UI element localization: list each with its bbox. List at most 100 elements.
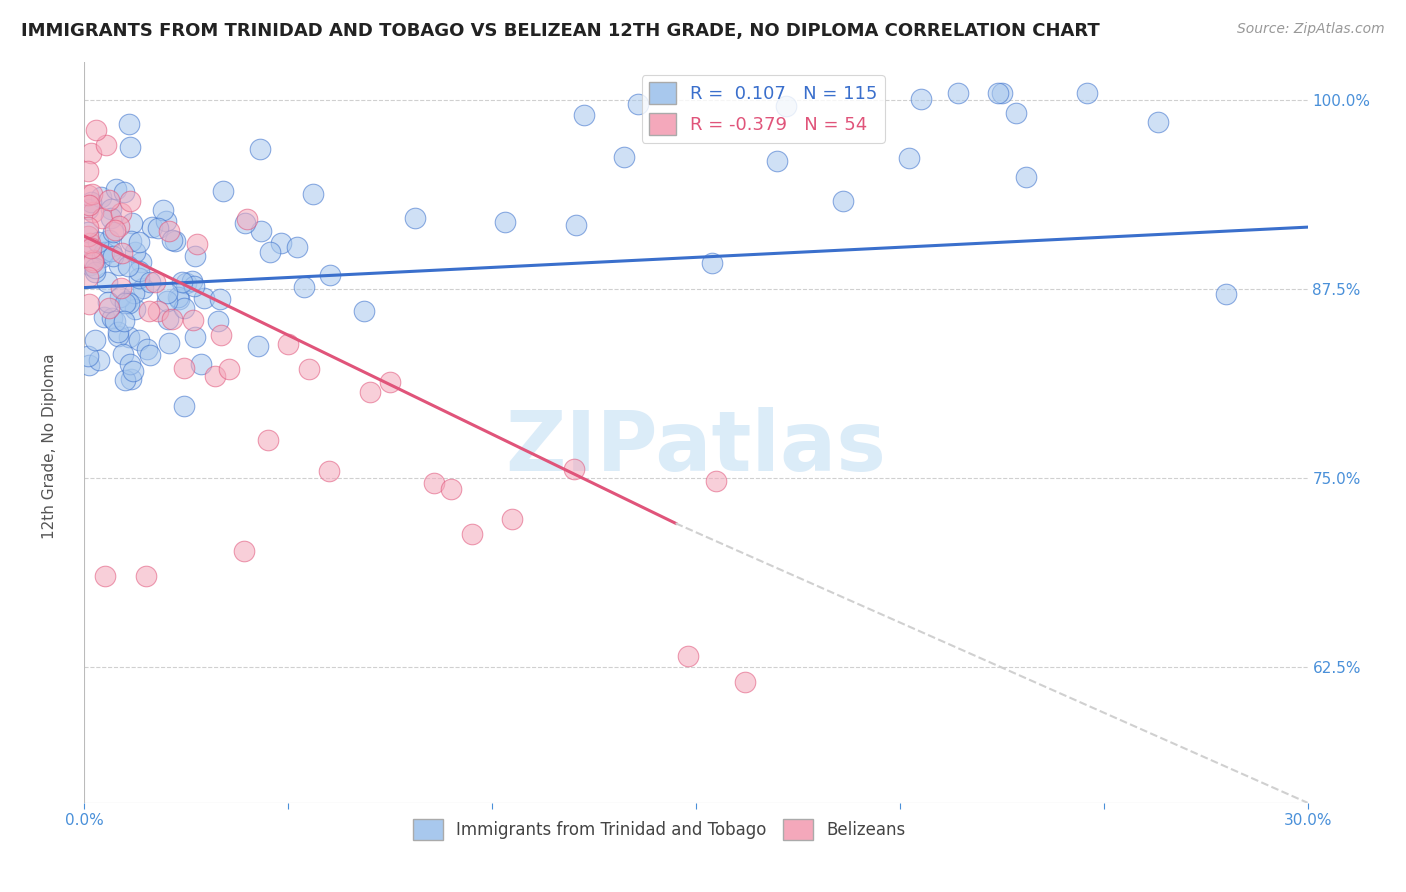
Text: 12th Grade, No Diploma: 12th Grade, No Diploma — [42, 353, 56, 539]
Point — [156, 293, 179, 308]
Point — [259, 245, 281, 260]
Point — [167, 292, 190, 306]
Point — [146, 303, 169, 318]
Point — [79, 358, 101, 372]
Point — [285, 240, 308, 254]
Point — [105, 182, 128, 196]
Point — [270, 235, 292, 250]
Point — [186, 237, 208, 252]
Point — [120, 372, 142, 386]
Point — [91, 250, 114, 264]
Point — [120, 194, 142, 209]
Point — [184, 249, 207, 263]
Point — [128, 333, 150, 347]
Point — [132, 281, 155, 295]
Point — [82, 186, 104, 201]
Point — [233, 216, 256, 230]
Point — [734, 674, 756, 689]
Point — [946, 86, 969, 100]
Point — [627, 97, 650, 112]
Point — [353, 304, 375, 318]
Point — [115, 293, 138, 308]
Point — [117, 118, 139, 132]
Point — [121, 216, 143, 230]
Point — [83, 334, 105, 348]
Point — [112, 186, 135, 200]
Point — [1014, 170, 1036, 185]
Point — [118, 140, 141, 154]
Point — [77, 220, 100, 235]
Text: ZIPatlas: ZIPatlas — [506, 407, 886, 488]
Point — [108, 290, 131, 304]
Point — [112, 313, 135, 327]
Point — [277, 337, 299, 351]
Point — [139, 275, 162, 289]
Point — [107, 325, 129, 339]
Point — [1076, 86, 1098, 100]
Point — [174, 276, 197, 290]
Point — [236, 212, 259, 227]
Point — [218, 362, 240, 376]
Point — [301, 186, 323, 201]
Point — [100, 244, 122, 259]
Point — [118, 357, 141, 371]
Point — [380, 375, 402, 389]
Point — [124, 301, 146, 316]
Point — [93, 310, 115, 324]
Point — [86, 235, 108, 249]
Point — [423, 476, 446, 491]
Text: Source: ZipAtlas.com: Source: ZipAtlas.com — [1237, 22, 1385, 37]
Point — [143, 276, 166, 290]
Point — [318, 464, 340, 478]
Point — [80, 194, 103, 209]
Point — [94, 138, 117, 153]
Point — [120, 234, 142, 248]
Point — [114, 295, 136, 310]
Point — [987, 86, 1010, 100]
Point — [207, 314, 229, 328]
Point — [404, 211, 426, 225]
Point — [84, 260, 107, 275]
Point — [165, 234, 187, 248]
Point — [319, 268, 342, 283]
Point — [98, 194, 121, 208]
Point — [183, 278, 205, 293]
Point — [135, 569, 157, 583]
Point — [181, 313, 204, 327]
Point — [124, 244, 146, 259]
Text: IMMIGRANTS FROM TRINIDAD AND TOBAGO VS BELIZEAN 12TH GRADE, NO DIPLOMA CORRELATI: IMMIGRANTS FROM TRINIDAD AND TOBAGO VS B… — [21, 22, 1099, 40]
Point — [173, 399, 195, 413]
Point — [700, 256, 723, 270]
Point — [129, 255, 152, 269]
Point — [294, 279, 316, 293]
Point — [1005, 105, 1028, 120]
Point — [565, 219, 588, 233]
Point — [79, 241, 101, 255]
Point — [128, 264, 150, 278]
Point — [156, 311, 179, 326]
Point — [110, 281, 132, 295]
Point — [676, 649, 699, 664]
Point — [1215, 286, 1237, 301]
Point — [502, 512, 524, 526]
Point — [190, 357, 212, 371]
Point — [706, 474, 728, 488]
Point — [208, 292, 231, 306]
Point — [157, 335, 180, 350]
Point — [101, 311, 124, 326]
Point — [108, 219, 131, 234]
Point — [152, 202, 174, 217]
Point — [104, 223, 127, 237]
Point — [461, 527, 484, 541]
Point — [79, 235, 101, 250]
Point — [112, 346, 135, 360]
Point — [128, 235, 150, 249]
Point — [991, 86, 1014, 100]
Point — [80, 146, 103, 161]
Point — [139, 348, 162, 362]
Point — [180, 274, 202, 288]
Point — [93, 569, 115, 583]
Point — [172, 275, 194, 289]
Point — [160, 233, 183, 247]
Point — [494, 215, 516, 229]
